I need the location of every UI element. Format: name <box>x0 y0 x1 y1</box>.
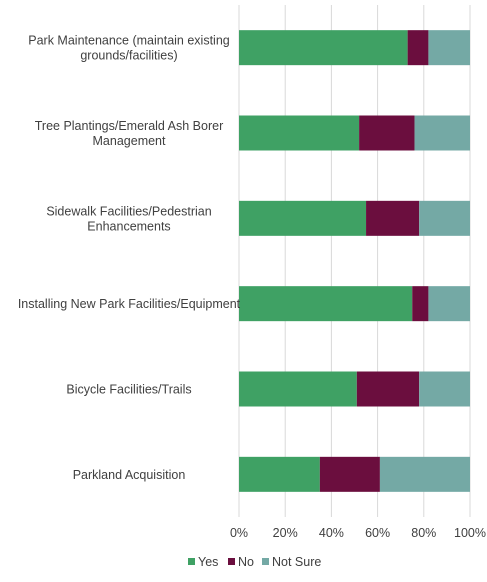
bar-yes-0 <box>239 30 408 66</box>
bar-no-4 <box>356 371 420 407</box>
legend-swatch-no <box>228 558 235 565</box>
bar-no-2 <box>366 200 420 236</box>
legend: Yes No Not Sure <box>188 555 321 569</box>
category-label: Installing New Park Facilities/Equipment <box>18 297 241 311</box>
x-tick-label: 0% <box>230 526 248 540</box>
bar-not-sure-0 <box>428 30 470 66</box>
bar-yes-2 <box>239 200 367 236</box>
x-tick-label: 40% <box>319 526 344 540</box>
category-label: Tree Plantings/Emerald Ash Borer <box>35 119 224 133</box>
bar-not-sure-5 <box>379 456 470 492</box>
gridlines <box>238 5 471 517</box>
bar-not-sure-3 <box>428 286 470 322</box>
bar-yes-3 <box>239 286 413 322</box>
bar-not-sure-2 <box>419 200 470 236</box>
x-tick-label: 80% <box>411 526 436 540</box>
category-label: Sidewalk Facilities/Pedestrian <box>46 204 211 218</box>
legend-swatch-yes <box>188 558 195 565</box>
legend-swatch-not-sure <box>262 558 269 565</box>
category-label: Parkland Acquisition <box>73 468 186 482</box>
category-label: Bicycle Facilities/Trails <box>66 383 191 397</box>
x-tick-label: 60% <box>365 526 390 540</box>
bar-yes-4 <box>239 371 357 407</box>
category-label: grounds/facilities) <box>80 49 177 63</box>
bar-yes-1 <box>239 115 360 151</box>
bar-not-sure-1 <box>414 115 470 151</box>
category-labels: Park Maintenance (maintain existinggroun… <box>18 34 241 482</box>
category-label: Enhancements <box>87 219 170 233</box>
category-label: Management <box>93 134 166 148</box>
bar-yes-5 <box>239 456 320 492</box>
x-tick-label: 100% <box>454 526 486 540</box>
legend-label: Yes <box>198 555 218 569</box>
bars <box>239 30 470 492</box>
bar-no-5 <box>319 456 380 492</box>
category-label: Park Maintenance (maintain existing <box>28 34 230 48</box>
bar-no-3 <box>412 286 429 322</box>
legend-label: No <box>238 555 254 569</box>
x-tick-label: 20% <box>273 526 298 540</box>
bar-no-0 <box>407 30 429 66</box>
legend-label: Not Sure <box>272 555 321 569</box>
x-axis-ticks: 0% 20% 40% 60% 80% 100% <box>230 526 486 540</box>
bar-not-sure-4 <box>419 371 470 407</box>
bar-no-1 <box>359 115 415 151</box>
